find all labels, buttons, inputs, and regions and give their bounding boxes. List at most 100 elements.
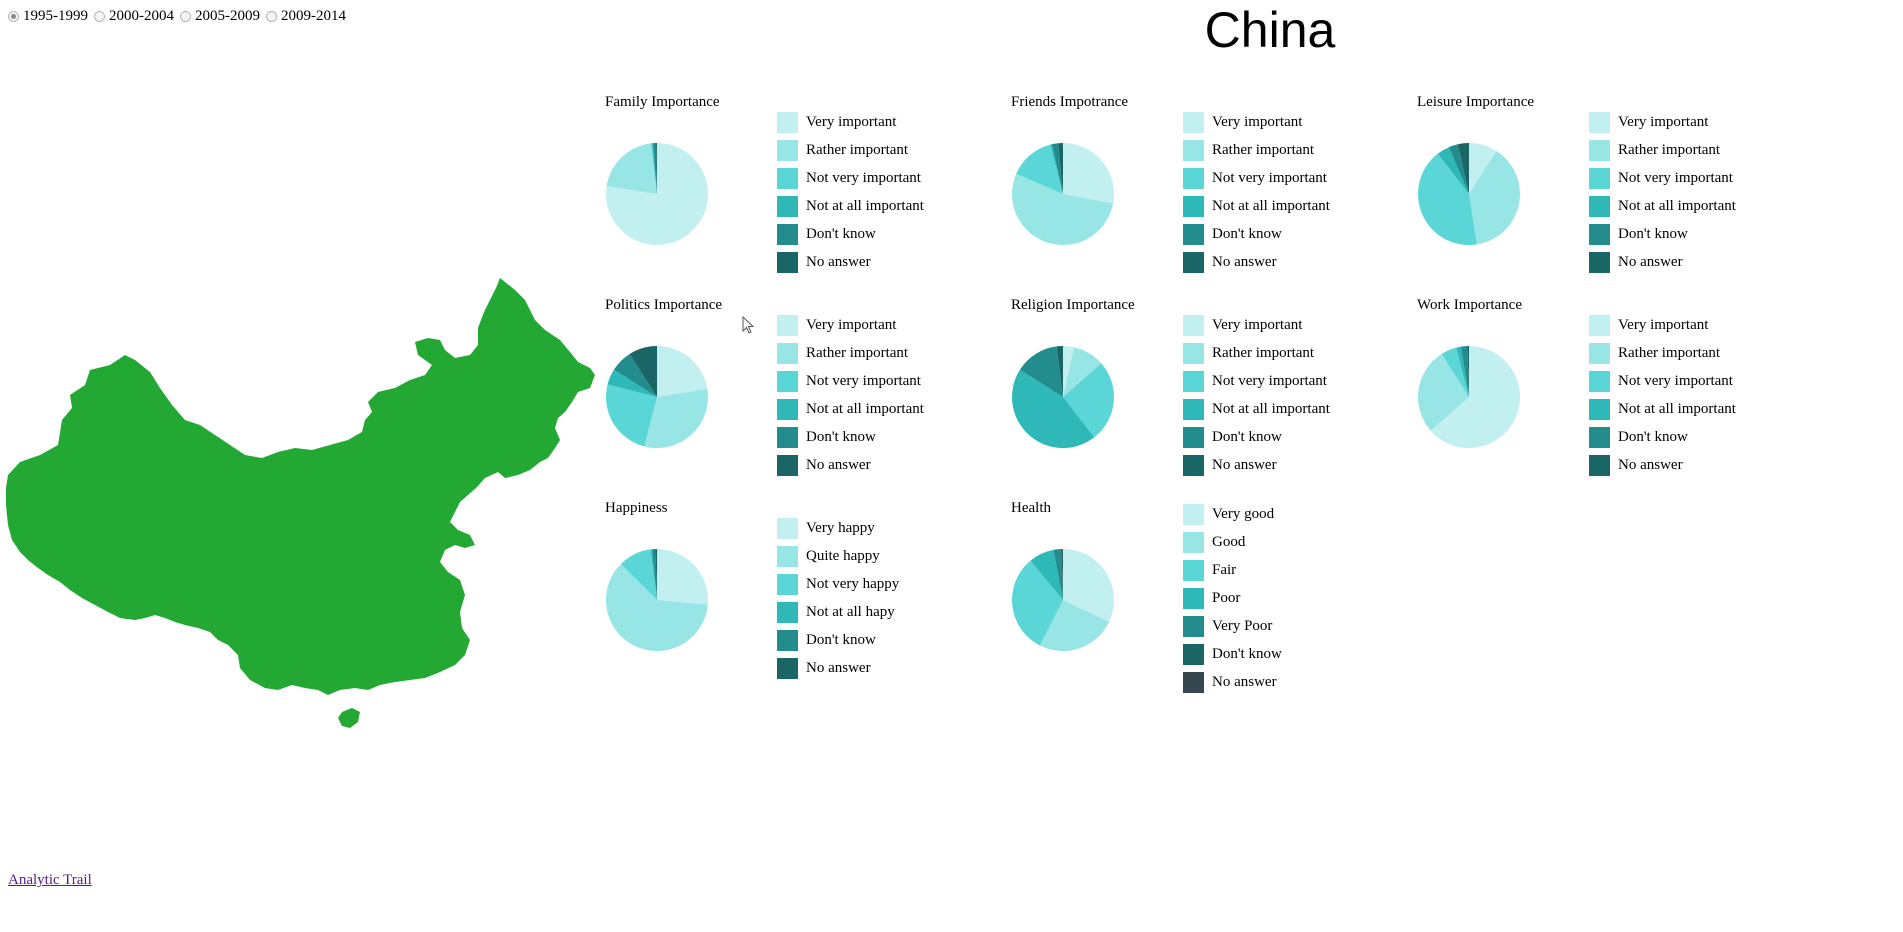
pie-slice[interactable] xyxy=(620,549,657,600)
legend-swatch xyxy=(1183,615,1204,637)
pie-slice[interactable] xyxy=(1039,600,1110,651)
pie-slice[interactable] xyxy=(1456,346,1469,397)
pie-slice[interactable] xyxy=(656,143,657,194)
pie-slice[interactable] xyxy=(657,549,708,605)
pie-slice[interactable] xyxy=(1469,150,1520,245)
legend-label: No answer xyxy=(806,659,871,676)
pie-slice[interactable] xyxy=(1058,143,1063,194)
legend-item: Rather important xyxy=(1589,339,1736,367)
pie-slice[interactable] xyxy=(1063,549,1114,622)
pie-slice[interactable] xyxy=(607,369,657,397)
pie-slice[interactable] xyxy=(1050,144,1063,194)
legend-swatch xyxy=(1183,671,1204,693)
pie-slice[interactable] xyxy=(1441,347,1469,397)
pie-chart[interactable] xyxy=(1417,142,1521,246)
pie-slice[interactable] xyxy=(1418,153,1477,245)
pie-slice[interactable] xyxy=(606,563,708,651)
pie-slice[interactable] xyxy=(606,143,657,194)
pie-slice[interactable] xyxy=(652,143,657,194)
pie-slice[interactable] xyxy=(652,143,657,194)
pie-chart[interactable] xyxy=(605,345,709,449)
pie-slice[interactable] xyxy=(1012,560,1063,646)
pie-slice[interactable] xyxy=(1063,363,1114,438)
legend-item: Don't know xyxy=(777,220,924,248)
pie-slice[interactable] xyxy=(1467,346,1469,397)
legend-label: Don't know xyxy=(1618,225,1688,242)
legend-label: Not at all important xyxy=(806,400,924,417)
legend-label: Not very important xyxy=(1618,169,1733,186)
pie-slice[interactable] xyxy=(1469,143,1497,194)
pie-slice[interactable] xyxy=(657,346,708,397)
pie-chart[interactable] xyxy=(1011,142,1115,246)
pie-slice[interactable] xyxy=(1437,147,1469,194)
radio-button[interactable] xyxy=(266,11,277,22)
pie-slice[interactable] xyxy=(1063,347,1102,397)
legend-item: Rather important xyxy=(777,339,924,367)
pie-slice[interactable] xyxy=(1051,143,1063,194)
pie-title: Family Importance xyxy=(605,94,720,110)
pie-slice[interactable] xyxy=(1056,346,1063,397)
pie-slice[interactable] xyxy=(613,353,657,397)
legend-label: Not at all hapy xyxy=(806,603,895,620)
legend-item: Not at all important xyxy=(1589,192,1736,220)
period-radio-3[interactable]: 2009-2014 xyxy=(266,8,346,25)
pie-legend: Very happy Quite happy Not very happy Not a… xyxy=(777,514,899,682)
pie-slice[interactable] xyxy=(1430,346,1520,448)
period-radio-2[interactable]: 2005-2009 xyxy=(180,8,260,25)
legend-item: Not very important xyxy=(1183,164,1330,192)
pie-chart[interactable] xyxy=(605,548,709,652)
legend-item: Rather important xyxy=(1183,339,1330,367)
radio-button[interactable] xyxy=(8,11,19,22)
pie-chart[interactable] xyxy=(1011,548,1115,652)
pie-title: Work Importance xyxy=(1417,297,1522,313)
period-radio-1[interactable]: 2000-2004 xyxy=(94,8,174,25)
legend-item: Good xyxy=(1183,528,1282,556)
legend-label: No answer xyxy=(806,253,871,270)
legend-swatch xyxy=(1589,139,1610,161)
pie-slice[interactable] xyxy=(1457,143,1469,194)
pie-slice[interactable] xyxy=(1063,143,1114,204)
country-map[interactable] xyxy=(0,270,600,740)
pie-slice[interactable] xyxy=(1016,144,1063,194)
pie-slice[interactable] xyxy=(1012,173,1114,245)
analytic-trail-link[interactable]: Analytic Trail xyxy=(8,872,92,888)
legend-item: No answer xyxy=(777,654,899,682)
pie-slice[interactable] xyxy=(652,549,657,600)
legend-label: Don't know xyxy=(806,225,876,242)
legend-label: Don't know xyxy=(1212,428,1282,445)
pie-slice[interactable] xyxy=(1448,144,1469,194)
legend-swatch xyxy=(1589,398,1610,420)
pie-slice[interactable] xyxy=(1461,346,1469,397)
legend-item: Not at all hapy xyxy=(777,598,899,626)
pie-slice[interactable] xyxy=(1019,346,1063,397)
pie-slice[interactable] xyxy=(606,384,657,447)
legend-swatch xyxy=(1183,342,1204,364)
legend-swatch xyxy=(777,601,798,623)
radio-button[interactable] xyxy=(180,11,191,22)
pie-slice[interactable] xyxy=(1063,346,1075,397)
pie-legend: Very important Rather important Not very i… xyxy=(1589,311,1736,479)
pie-chart[interactable] xyxy=(1011,345,1115,449)
pie-slice[interactable] xyxy=(650,143,657,194)
legend-item: Very important xyxy=(1589,311,1736,339)
legend-swatch xyxy=(1589,314,1610,336)
period-radio-0[interactable]: 1995-1999 xyxy=(8,8,88,25)
legend-swatch xyxy=(1589,370,1610,392)
pie-slice[interactable] xyxy=(655,549,657,600)
pie-slice[interactable] xyxy=(650,549,657,600)
radio-button[interactable] xyxy=(94,11,105,22)
legend-swatch xyxy=(777,426,798,448)
pie-slice[interactable] xyxy=(1053,549,1063,600)
pie-slice[interactable] xyxy=(1418,353,1469,431)
legend-label: No answer xyxy=(806,456,871,473)
pie-slice[interactable] xyxy=(1061,549,1063,600)
legend-swatch xyxy=(1183,251,1204,273)
pie-chart[interactable] xyxy=(1417,345,1521,449)
pie-chart[interactable] xyxy=(605,142,709,246)
legend-swatch xyxy=(1183,503,1204,525)
pie-slice[interactable] xyxy=(1012,369,1095,448)
legend-label: Very important xyxy=(1212,316,1303,333)
pie-slice[interactable] xyxy=(644,389,708,448)
pie-slice[interactable] xyxy=(1030,549,1063,600)
pie-slice[interactable] xyxy=(629,346,657,397)
